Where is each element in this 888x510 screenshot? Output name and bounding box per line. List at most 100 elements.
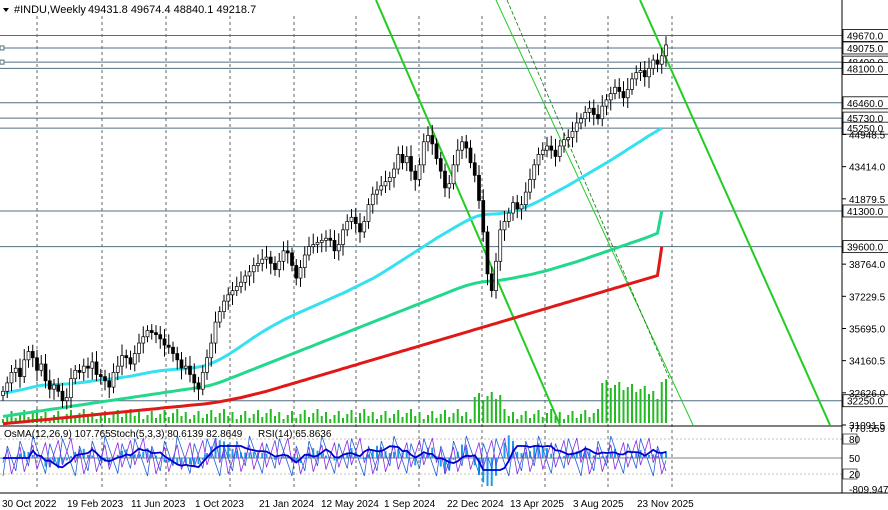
time-tick-label: 11 Jun 2023 [131,499,186,510]
volume-bar [172,413,174,423]
price-tick-label: 32626.0 [849,389,886,400]
candle-body [307,246,311,256]
candle-body [86,365,90,369]
volume-bar [575,418,578,423]
volume-bar [490,392,493,423]
macd-hist-bar [138,454,140,458]
indicator-tick-label: -809.947 [849,485,888,496]
collapse-arrow-icon[interactable] [3,8,9,12]
level-label: 48100.0 [847,64,884,75]
volume-bar [303,410,306,423]
volume-bar [248,418,251,423]
volume-bar [121,417,123,423]
candle-body [213,321,218,344]
candle-body [192,374,197,384]
macd-hist-bar [48,458,51,468]
volume-bar [6,415,9,423]
volume-bar [422,419,425,423]
volume-bar [142,419,145,423]
candle-body [166,344,171,348]
macd-hist-bar [465,447,468,458]
macd-hist-bar [176,458,179,465]
channel-layer [375,0,831,426]
macd-hist-bar [65,458,68,461]
candle-body [13,367,18,373]
volume-bar [299,414,302,423]
candle-body [404,156,409,164]
volume-bar [486,396,489,423]
level-tag [842,204,888,218]
volume-bar [320,416,323,423]
volume-bar [622,390,625,423]
candle-body [400,154,405,164]
volume-bar [206,414,208,423]
volume-bar [155,418,157,423]
macd-hist-bar [23,451,26,458]
candle-body [247,271,252,277]
candle-body [477,174,481,201]
volume-bar [282,419,285,423]
candle-body [107,380,112,388]
candle-body [154,332,158,336]
level-label: 49075.0 [847,44,884,55]
volume-bar [478,393,480,423]
macd-hist-bar [155,455,157,458]
volume-bar [648,394,650,423]
macd-hist-bar [146,448,149,458]
volume-bar [197,411,200,423]
candle-body [18,367,22,377]
macd-hist-bar [167,458,170,463]
volume-bar [439,414,442,423]
candle-body [455,149,460,166]
candle-body [536,154,541,166]
volume-bar [308,417,310,423]
macd-hist-bar [44,458,47,467]
candle-body [1,390,5,396]
volume-bar [592,413,595,423]
candle-body [175,353,180,361]
macd-hist-bar [397,448,400,458]
volume-bar [469,419,472,423]
macd-hist-bar [180,458,183,465]
macd-hist-bar [235,450,238,458]
candle-body [209,342,214,359]
volume-bar [36,409,38,423]
macd-hist-bar [563,456,565,458]
candle-body [260,258,265,264]
candle-body [557,145,562,157]
volume-bar [626,387,629,423]
macd-hist-bar [448,458,451,470]
macd-hist-bar [626,456,629,458]
candle-body [294,265,299,279]
price-tick-label: 37229.5 [849,292,886,303]
volume-bar [537,410,540,423]
volume-bar [524,411,527,423]
macd-hist-bar [520,453,523,458]
candle-body [434,143,439,159]
volume-bar [397,410,400,423]
volume-bar [274,416,276,423]
volume-bar [286,415,289,423]
macd-hist-bar [359,458,361,459]
macd-hist-bar [31,454,34,458]
candle-body [375,189,379,195]
volume-bar [218,413,221,423]
macd-hist-bar [40,458,43,460]
macd-hist-bar [36,456,38,458]
time-tick-label: 1 Sep 2024 [384,499,436,510]
volume-bar [23,410,26,423]
volume-bar [257,410,259,423]
macd-hist-bar [422,453,425,458]
candle-body [383,181,388,187]
candle-body [451,164,456,185]
candle-body [171,346,175,354]
candle-body [336,244,341,252]
macd-signal-line [3,445,667,471]
macd-hist-bar [95,458,98,459]
time-tick-label: 3 Aug 2025 [573,499,624,510]
rsi-label: RSI(14) 65.8636 [258,429,332,440]
candle-body [35,357,39,371]
volume-bar [376,419,378,423]
volume-bar [163,410,166,423]
indicator-tick-label: 50 [849,454,861,465]
